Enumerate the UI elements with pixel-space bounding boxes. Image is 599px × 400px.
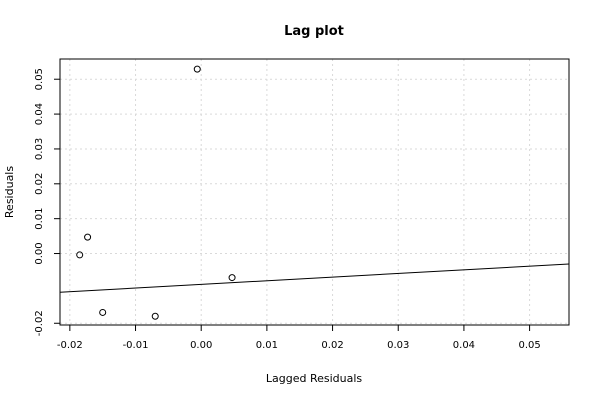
x-tick-label: 0.02 — [321, 340, 343, 351]
data-point — [76, 251, 84, 259]
y-tick-label: 0.01 — [34, 208, 45, 230]
data-point — [84, 233, 92, 241]
plot-frame — [59, 58, 570, 326]
data-point — [193, 65, 201, 73]
y-tick-label: 0.04 — [34, 103, 45, 125]
data-point — [151, 312, 159, 320]
y-axis: -0.02 0.00 0.01 0.02 0.03 0.04 0.05 — [34, 68, 61, 336]
grid — [60, 59, 569, 325]
x-tick-label: 0.01 — [256, 340, 278, 351]
x-tick-label: -0.02 — [57, 340, 83, 351]
data-points — [76, 65, 236, 320]
data-point — [228, 274, 236, 282]
y-axis-label: Residuals — [3, 166, 16, 218]
y-tick-label: 0.03 — [34, 138, 45, 160]
y-tick-label: 0.05 — [34, 68, 45, 90]
y-tick-label: 0.02 — [34, 173, 45, 195]
x-axis-label: Lagged Residuals — [266, 372, 363, 385]
chart-title: Lag plot — [284, 24, 344, 39]
x-tick-label: -0.01 — [123, 340, 149, 351]
x-tick-label: 0.00 — [190, 340, 212, 351]
data-point — [99, 308, 107, 316]
x-tick-label: 0.05 — [518, 340, 540, 351]
x-tick-label: 0.03 — [387, 340, 409, 351]
x-tick-label: 0.04 — [453, 340, 475, 351]
y-tick-label: -0.02 — [34, 310, 45, 336]
fit-line-layer — [59, 263, 570, 293]
regression-line — [59, 263, 570, 293]
y-tick-label: 0.00 — [34, 242, 45, 264]
x-axis: -0.02 -0.01 0.00 0.01 0.02 0.03 0.04 0.05 — [57, 324, 541, 351]
